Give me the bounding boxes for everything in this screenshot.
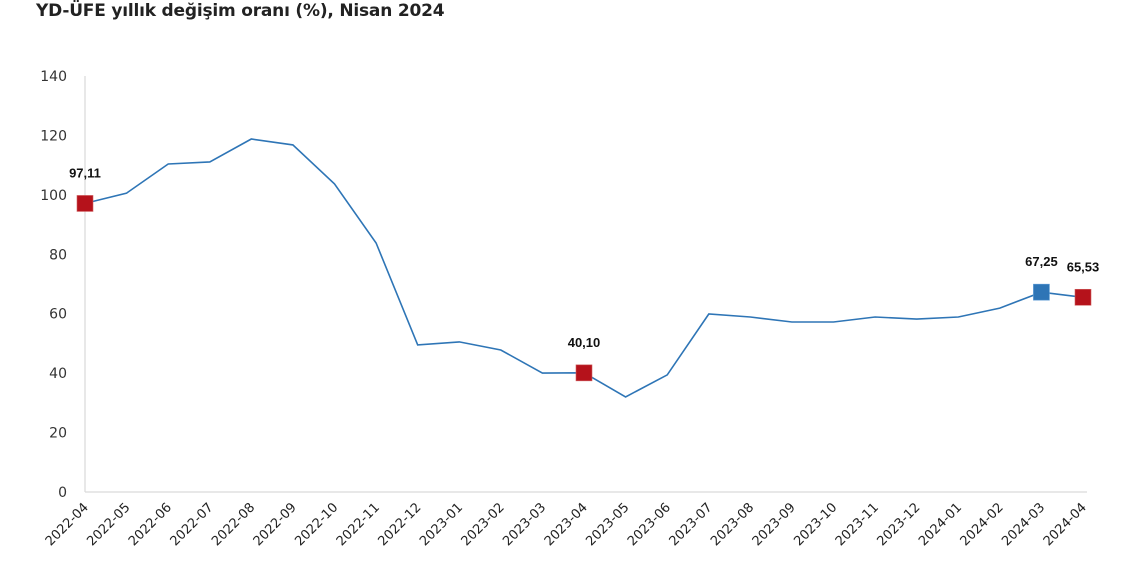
blue-square-marker-icon bbox=[1033, 283, 1050, 301]
y-tick-label: 40 bbox=[49, 366, 67, 382]
red-square-marker-icon bbox=[76, 195, 94, 212]
x-tick-label: 2023-04 bbox=[542, 500, 591, 549]
x-tick-label: 2022-07 bbox=[168, 500, 217, 549]
x-tick-label: 2024-03 bbox=[999, 500, 1048, 549]
y-tick-label: 80 bbox=[49, 247, 67, 263]
y-tick-label: 0 bbox=[58, 485, 67, 501]
x-tick-label: 2022-05 bbox=[84, 500, 133, 549]
red-square-marker-icon bbox=[1074, 288, 1092, 306]
x-tick-label: 2022-11 bbox=[334, 500, 383, 549]
x-tick-label: 2023-10 bbox=[791, 500, 840, 549]
y-tick-label: 100 bbox=[40, 188, 67, 204]
x-tick-label: 2024-01 bbox=[916, 500, 965, 549]
x-tick-label: 2022-08 bbox=[209, 500, 258, 549]
x-tick-label: 2023-11 bbox=[833, 500, 882, 549]
x-tick-label: 2022-04 bbox=[43, 500, 92, 549]
x-tick-label: 2023-03 bbox=[500, 500, 549, 549]
data-labels: 97,11 40,10 67,25 65,53 bbox=[69, 165, 1099, 349]
chart-axes bbox=[84, 76, 1087, 493]
data-label: 40,10 bbox=[568, 335, 601, 350]
x-tick-label: 2024-02 bbox=[958, 500, 1007, 549]
y-tick-label: 140 bbox=[40, 69, 67, 85]
x-tick-label: 2022-10 bbox=[292, 500, 341, 549]
x-tick-label: 2023-09 bbox=[750, 500, 799, 549]
x-tick-label: 2023-07 bbox=[667, 500, 716, 549]
y-tick-label: 120 bbox=[40, 128, 67, 144]
x-tick-label: 2022-12 bbox=[375, 500, 424, 549]
red-square-marker-icon bbox=[575, 364, 593, 382]
x-tick-label: 2023-01 bbox=[417, 500, 466, 549]
data-markers bbox=[76, 195, 1092, 382]
x-tick-label: 2023-12 bbox=[874, 500, 923, 549]
x-tick-label: 2023-06 bbox=[625, 500, 674, 549]
data-label: 65,53 bbox=[1067, 259, 1100, 274]
x-tick-label: 2023-08 bbox=[708, 500, 757, 549]
chart-title: YD-ÜFE yıllık değişim oranı (%), Nisan 2… bbox=[36, 1, 445, 21]
x-axis-ticks: 2022-042022-052022-062022-072022-082022-… bbox=[43, 500, 1090, 549]
series-line bbox=[84, 138, 1084, 398]
y-axis-ticks: 0 20 40 60 80 100 120 140 bbox=[40, 69, 67, 501]
y-tick-label: 60 bbox=[49, 307, 67, 323]
x-tick-label: 2022-09 bbox=[251, 500, 300, 549]
y-tick-label: 20 bbox=[49, 426, 67, 442]
data-label: 67,25 bbox=[1025, 254, 1058, 269]
x-tick-label: 2023-05 bbox=[583, 500, 632, 549]
x-tick-label: 2023-02 bbox=[459, 500, 508, 549]
data-label: 97,11 bbox=[69, 165, 101, 180]
x-tick-label: 2022-06 bbox=[126, 500, 175, 549]
x-tick-label: 2024-04 bbox=[1041, 500, 1090, 549]
